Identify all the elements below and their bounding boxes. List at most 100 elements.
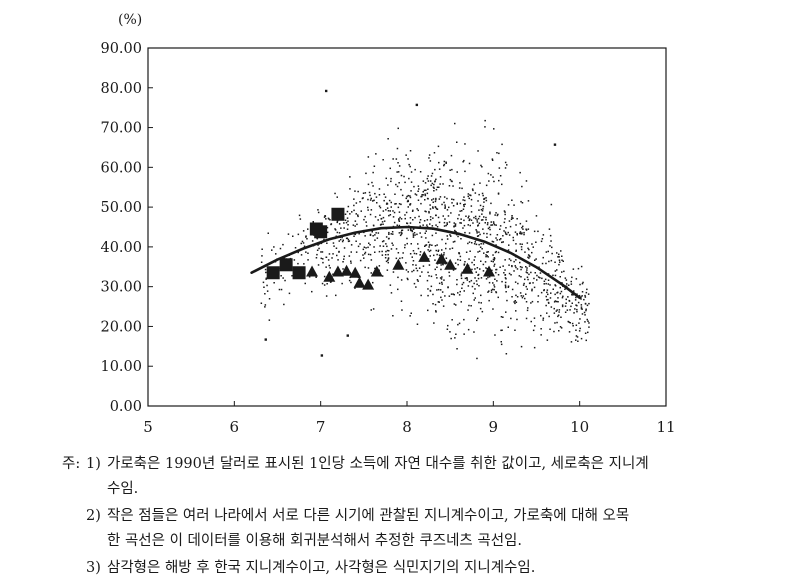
gini-dot: [346, 210, 349, 213]
gini-dot: [456, 171, 458, 173]
gini-dot: [354, 190, 356, 192]
gini-dot: [483, 198, 485, 200]
gini-dot: [458, 252, 460, 254]
gini-dot: [536, 274, 538, 277]
gini-dot: [355, 251, 358, 253]
gini-dot: [546, 312, 548, 314]
gini-dot: [462, 199, 464, 201]
gini-dot: [422, 191, 424, 193]
gini-dot: [317, 244, 319, 246]
gini-dot: [367, 253, 370, 256]
gini-dot: [368, 191, 371, 194]
gini-dot: [431, 234, 434, 237]
gini-dot: [458, 294, 461, 296]
gini-dot: [454, 240, 456, 243]
gini-dot: [460, 222, 462, 224]
gini-dot: [347, 238, 350, 241]
gini-dot: [327, 217, 330, 220]
gini-dot: [439, 277, 442, 279]
gini-dot: [503, 210, 506, 212]
gini-dot: [468, 219, 470, 222]
gini-dot: [428, 154, 431, 156]
gini-dot: [364, 215, 366, 218]
gini-dot: [429, 255, 431, 257]
gini-dot: [451, 168, 453, 171]
gini-dot: [390, 206, 392, 208]
gini-dot: [576, 304, 578, 307]
y-tick-label-3: 30.00: [100, 280, 142, 296]
gini-dot: [447, 324, 449, 327]
gini-dot: [477, 317, 479, 320]
gini-dot: [448, 221, 451, 223]
gini-dot: [528, 273, 530, 276]
gini-dot: [547, 250, 549, 253]
gini-dot: [470, 198, 473, 201]
gini-dot: [515, 310, 517, 312]
gini-dot: [446, 223, 448, 226]
gini-dot: [315, 276, 317, 278]
gini-dot: [375, 232, 377, 234]
gini-dot: [427, 188, 429, 190]
gini-dot: [395, 183, 397, 186]
gini-dot: [531, 288, 533, 291]
gini-dot: [279, 247, 282, 250]
gini-dot: [503, 272, 505, 274]
gini-dot: [367, 198, 369, 201]
gini-dot: [443, 225, 446, 227]
gini-dot: [510, 274, 512, 276]
gini-dot: [390, 233, 392, 235]
gini-dot: [588, 326, 590, 328]
gini-dot: [483, 216, 485, 218]
gini-dot: [478, 215, 481, 218]
gini-dot: [508, 272, 511, 275]
gini-dot: [578, 322, 580, 324]
gini-dot: [396, 171, 398, 173]
gini-dot: [434, 268, 436, 271]
gini-dot: [535, 241, 537, 243]
gini-dot: [425, 210, 427, 213]
gini-dot: [412, 233, 415, 235]
x-tick-label-3: 8: [402, 418, 412, 436]
gini-dot: [519, 232, 522, 235]
gini-dot: [407, 199, 409, 202]
gini-dot-outlier: [320, 354, 324, 357]
gini-dot: [263, 286, 265, 288]
gini-dot: [508, 258, 511, 260]
gini-dot: [528, 248, 530, 251]
gini-dot: [419, 171, 422, 173]
gini-dot: [466, 277, 468, 279]
gini-dot: [489, 213, 491, 215]
note-1-number: 1): [86, 456, 101, 472]
gini-dot: [428, 275, 430, 277]
gini-dot: [493, 222, 495, 225]
gini-dot: [438, 186, 440, 188]
gini-dot: [470, 211, 473, 213]
gini-dot: [282, 243, 284, 246]
gini-dot: [547, 279, 550, 281]
gini-dot: [468, 197, 470, 200]
gini-dot: [343, 227, 345, 229]
gini-dot: [298, 214, 301, 217]
gini-dot: [391, 231, 394, 233]
gini-dot: [330, 223, 332, 226]
gini-dot: [581, 291, 584, 293]
gini-dot: [520, 345, 523, 348]
gini-dot: [558, 259, 561, 261]
gini-dot: [568, 331, 571, 333]
gini-dot: [561, 271, 563, 273]
gini-dot: [557, 297, 559, 299]
gini-dot: [320, 257, 322, 260]
gini-dot: [370, 197, 372, 200]
gini-dot: [373, 199, 375, 202]
gini-dot: [494, 334, 496, 336]
gini-dot: [462, 161, 464, 163]
gini-dot: [358, 233, 360, 235]
gini-dot: [326, 242, 328, 244]
gini-dot: [531, 243, 533, 245]
gini-dot: [341, 240, 344, 243]
gini-dot: [348, 240, 351, 242]
gini-dot: [537, 295, 540, 297]
gini-dot: [262, 281, 265, 284]
gini-dot: [520, 200, 522, 203]
gini-dot: [422, 224, 424, 226]
